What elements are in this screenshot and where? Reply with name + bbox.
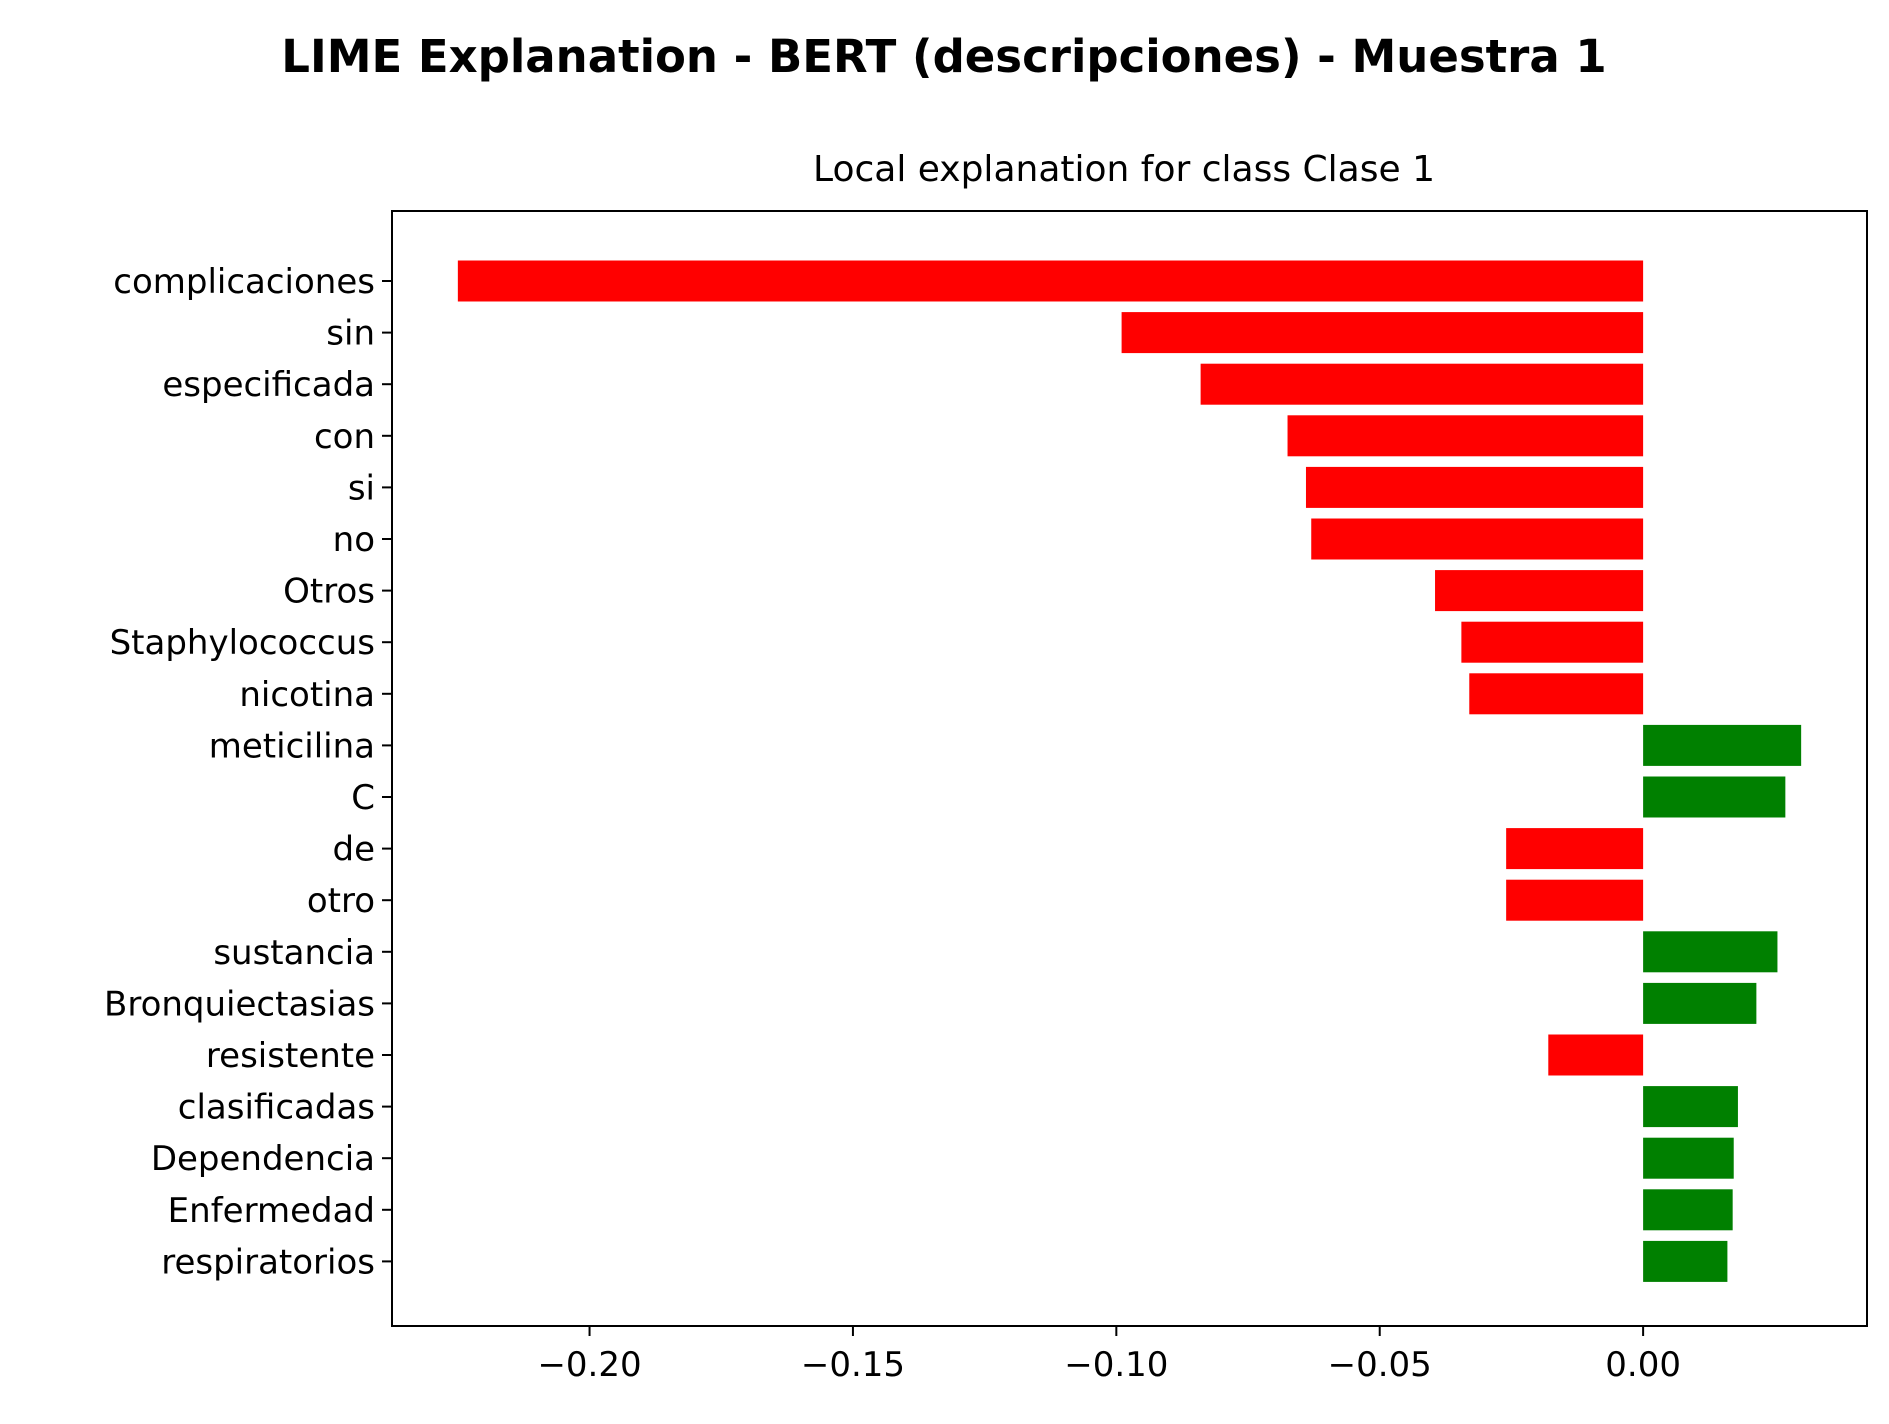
bar-2 (1200, 363, 1644, 405)
y-tick-label-19: respiratorios (161, 1242, 375, 1282)
y-tick-label-18: Enfermedad (168, 1191, 375, 1231)
y-tick-label-15: resistente (206, 1036, 375, 1076)
y-tick-label-1: sin (326, 314, 375, 354)
y-tick-label-0: complicaciones (113, 262, 375, 302)
y-tick-label-11: de (333, 830, 376, 870)
y-tick-label-9: meticilina (209, 726, 375, 766)
bar-5 (1311, 518, 1644, 560)
y-tick-label-2: especificada (162, 365, 375, 405)
y-tick-label-17: Dependencia (151, 1139, 375, 1179)
plot-frame (391, 210, 1868, 1327)
bar-7 (1461, 621, 1644, 663)
y-tick-label-6: Otros (283, 572, 375, 612)
x-tick-label-4: 0.00 (1605, 1345, 1681, 1385)
bar-12 (1506, 879, 1644, 921)
y-tick-label-5: no (333, 520, 375, 560)
x-tick-label-3: −0.05 (1328, 1345, 1432, 1385)
bar-18 (1643, 1189, 1733, 1231)
y-axis: complicaciones sin especificada con si no Otro… (104, 262, 392, 1282)
bar-11 (1506, 828, 1644, 870)
bar-10 (1643, 776, 1786, 818)
y-tick-label-7: Staphylococcus (110, 623, 375, 663)
figure-suptitle: LIME Explanation - BERT (descripciones) … (281, 30, 1606, 83)
x-tick-label-1: −0.15 (801, 1345, 905, 1385)
y-tick-label-12: otro (307, 881, 375, 921)
bar-6 (1435, 570, 1644, 612)
bar-4 (1305, 466, 1644, 508)
bar-19 (1643, 1240, 1728, 1282)
bar-1 (1121, 312, 1644, 354)
y-tick-label-14: Bronquiectasias (104, 984, 375, 1024)
y-tick-label-10: C (351, 778, 375, 818)
bar-3 (1287, 415, 1644, 457)
x-axis: −0.20 −0.15 −0.10 −0.05 0.00 (537, 1326, 1681, 1385)
y-tick-label-8: nicotina (239, 675, 375, 715)
x-tick-label-2: −0.10 (1064, 1345, 1168, 1385)
bar-9 (1643, 724, 1802, 766)
bar-14 (1643, 982, 1757, 1024)
y-tick-label-13: sustancia (213, 933, 375, 973)
y-tick-label-16: clasificadas (178, 1088, 375, 1128)
bars-layer (457, 260, 1802, 1282)
x-tick-label-0: −0.20 (537, 1345, 641, 1385)
chart-title: Local explanation for class Clase 1 (813, 149, 1435, 190)
y-tick-label-3: con (314, 417, 375, 457)
bar-8 (1469, 673, 1644, 715)
bar-13 (1643, 931, 1778, 973)
bar-17 (1643, 1137, 1734, 1179)
bar-0 (457, 260, 1644, 302)
y-tick-label-4: si (348, 468, 375, 508)
bar-16 (1643, 1086, 1738, 1128)
bar-15 (1548, 1034, 1644, 1076)
